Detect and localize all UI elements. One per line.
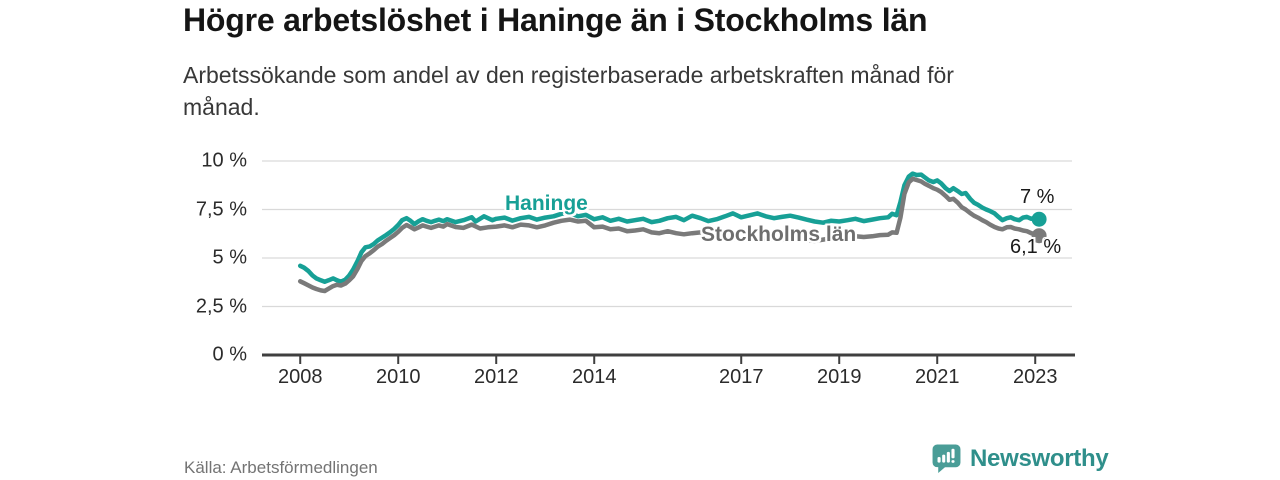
x-tick-label: 2021 bbox=[914, 366, 960, 388]
source-note: Källa: Arbetsförmedlingen bbox=[184, 458, 378, 477]
y-tick-label: 5 % bbox=[212, 246, 247, 269]
x-tick-label: 2012 bbox=[473, 366, 519, 388]
end-value-label-haninge: 7 % bbox=[1020, 186, 1055, 208]
chart-subtitle: Arbetssökande som andel av den registerb… bbox=[183, 59, 1083, 123]
y-tick-label: 10 % bbox=[201, 149, 247, 172]
series-label-stockholms-lan: Stockholms län bbox=[701, 223, 857, 246]
chart-subtitle-line-1: Arbetssökande som andel av den registerb… bbox=[183, 62, 954, 88]
x-tick-label: 2008 bbox=[277, 366, 323, 388]
x-tick-label: 2019 bbox=[816, 366, 862, 388]
y-tick-label: 0 % bbox=[212, 343, 247, 366]
y-tick-label: 2,5 % bbox=[195, 295, 247, 317]
series-end-dot-stockholms-l-n bbox=[1031, 228, 1047, 244]
series-end-dot-haninge bbox=[1031, 211, 1047, 227]
series-line-stockholms-l-n bbox=[297, 176, 1042, 294]
x-tick-label: 2023 bbox=[1012, 366, 1058, 388]
chart-title: Högre arbetslöshet i Haninge än i Stockh… bbox=[183, 2, 928, 38]
end-value-label-stockholms-lan: 6,1 % bbox=[1010, 236, 1062, 258]
x-tick-label: 2017 bbox=[718, 366, 764, 388]
series-line-haninge bbox=[297, 171, 1042, 284]
x-tick-label: 2010 bbox=[375, 366, 421, 388]
chart-subtitle-line-2: månad. bbox=[183, 94, 260, 120]
x-tick-label: 2014 bbox=[571, 366, 617, 388]
series-label-haninge: Haninge bbox=[505, 192, 588, 215]
y-tick-label: 7,5 % bbox=[195, 198, 247, 220]
bar-chart-speech-bubble-icon bbox=[932, 444, 961, 473]
newsworthy-wordmark: Newsworthy bbox=[970, 444, 1109, 472]
newsworthy-logo[interactable]: Newsworthy bbox=[931, 443, 1109, 474]
